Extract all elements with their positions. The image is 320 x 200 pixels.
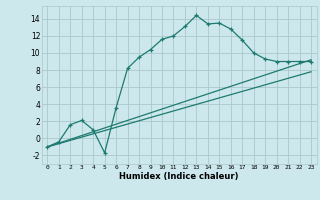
- X-axis label: Humidex (Indice chaleur): Humidex (Indice chaleur): [119, 172, 239, 181]
